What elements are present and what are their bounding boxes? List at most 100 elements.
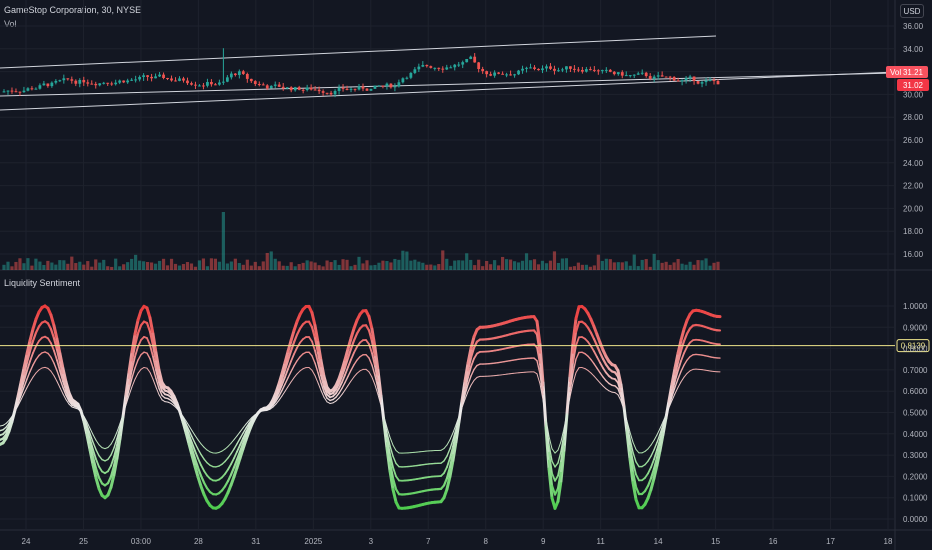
sentiment-segment: [470, 379, 475, 386]
sentiment-segment: [629, 431, 634, 443]
price-axis[interactable]: 36.0034.0032.0030.0028.0026.0024.0022.00…: [903, 22, 924, 259]
time-tick-label: 15: [711, 537, 720, 546]
volume-bar: [576, 262, 580, 270]
candle-body: [106, 82, 110, 84]
sentiment-segment: [347, 380, 352, 387]
sentiment-segment: [167, 401, 172, 404]
sentiment-segment: [290, 377, 295, 383]
price-tick-label: 26.00: [903, 136, 924, 145]
level-line[interactable]: 0.8139: [0, 339, 930, 353]
sentiment-segment: [98, 454, 103, 461]
volume-bar: [161, 258, 166, 270]
time-axis[interactable]: 24 25 03:00 28 31 2025 3 7 8 9 11 14 15 16 17 18: [22, 537, 893, 546]
sentiment-segment: [83, 415, 88, 423]
sentiment-segment: [194, 442, 199, 450]
sentiment-segment: [647, 455, 652, 462]
volume-bar: [620, 262, 624, 270]
sentiment-segment: [113, 431, 118, 440]
sentiment-segment: [257, 410, 262, 414]
candle-body: [525, 67, 528, 69]
sentiment-segment: [592, 337, 599, 347]
volume-bar: [265, 252, 269, 270]
candle-body: [580, 69, 584, 72]
sentiment-segment: [464, 376, 469, 392]
sentiment-segment: [271, 394, 278, 403]
sentiment-segment: [8, 416, 13, 424]
sentiment-segment: [191, 436, 196, 444]
sentiment-segment: [196, 475, 203, 488]
time-tick-label: 2025: [304, 537, 322, 546]
candle-body: [66, 78, 70, 80]
volume-bar: [600, 260, 604, 270]
sentiment-segment: [91, 463, 98, 480]
volume-bar: [469, 259, 473, 270]
candle-body: [509, 74, 512, 76]
currency-button[interactable]: USD: [900, 4, 924, 18]
volume-bar: [357, 256, 361, 270]
sentiment-segment: [275, 399, 280, 405]
volume-bar: [504, 259, 509, 270]
sentiment-segment: [560, 438, 565, 463]
sentiment-segment: [272, 397, 277, 405]
sentiment-segment: [590, 345, 595, 353]
sentiment-segment: [347, 358, 352, 369]
sentiment-segment: [677, 370, 682, 380]
sentiment-segment: [238, 447, 245, 460]
volume-bar: [664, 261, 668, 270]
candle-body: [369, 88, 373, 91]
sentiment-segment: [131, 367, 136, 379]
volume-bar: [317, 265, 321, 270]
candle-body: [672, 76, 676, 81]
sentiment-segment: [241, 438, 248, 451]
sentiment-segment: [554, 474, 559, 482]
sentiment-segment: [173, 402, 178, 409]
sentiment-segment: [197, 457, 202, 466]
sentiment-segment: [94, 476, 101, 491]
sentiment-segment: [91, 455, 98, 470]
candle-body: [545, 66, 548, 69]
candle-body: [429, 66, 433, 68]
sentiment-segment: [287, 370, 292, 379]
volume-bar: [592, 265, 596, 270]
volume-bar: [106, 266, 110, 270]
candle-body: [469, 56, 473, 59]
sentiment-segment: [652, 463, 659, 480]
sentiment-segment: [608, 390, 613, 393]
volume-bar: [449, 265, 453, 270]
volume-bar: [481, 266, 485, 270]
sentiment-segment: [674, 386, 679, 395]
sentiment-segment: [335, 392, 340, 398]
sentiment-segment: [473, 352, 478, 360]
sentiment-segment: [581, 367, 586, 370]
sentiment-segment: [92, 448, 97, 460]
volume-bar: [293, 266, 297, 270]
sentiment-segment: [391, 487, 398, 504]
trend-channel[interactable]: [0, 35, 896, 111]
volume-bar: [66, 263, 70, 270]
candle-body: [501, 73, 505, 75]
sentiment-segment: [596, 356, 601, 364]
volume-bar: [349, 266, 353, 270]
sentiment-segment: [655, 448, 662, 467]
candle-body: [401, 78, 405, 83]
sentiment-segment: [278, 395, 283, 401]
volume-bar: [149, 262, 154, 270]
sentiment-segment: [140, 366, 145, 370]
volume-label: Vol: [4, 19, 17, 29]
sentiment-segment: [8, 415, 13, 421]
sentiment-segment: [32, 345, 37, 354]
sentiment-segment: [134, 345, 139, 358]
candle-body: [616, 72, 620, 75]
sentiment-segment: [344, 366, 349, 376]
volume-bar: [708, 265, 712, 270]
sentiment-segment: [94, 467, 101, 479]
sentiment-segment: [316, 351, 323, 370]
sentiment-segment: [23, 387, 28, 395]
sentiment-segment: [356, 356, 361, 361]
volume-bar: [353, 264, 357, 270]
candle-body: [86, 82, 90, 84]
candle-body: [170, 78, 173, 81]
indicator-axis[interactable]: 1.0000 0.9000 0.8000 0.7000 0.6000 0.5000 0.40…: [903, 302, 928, 524]
